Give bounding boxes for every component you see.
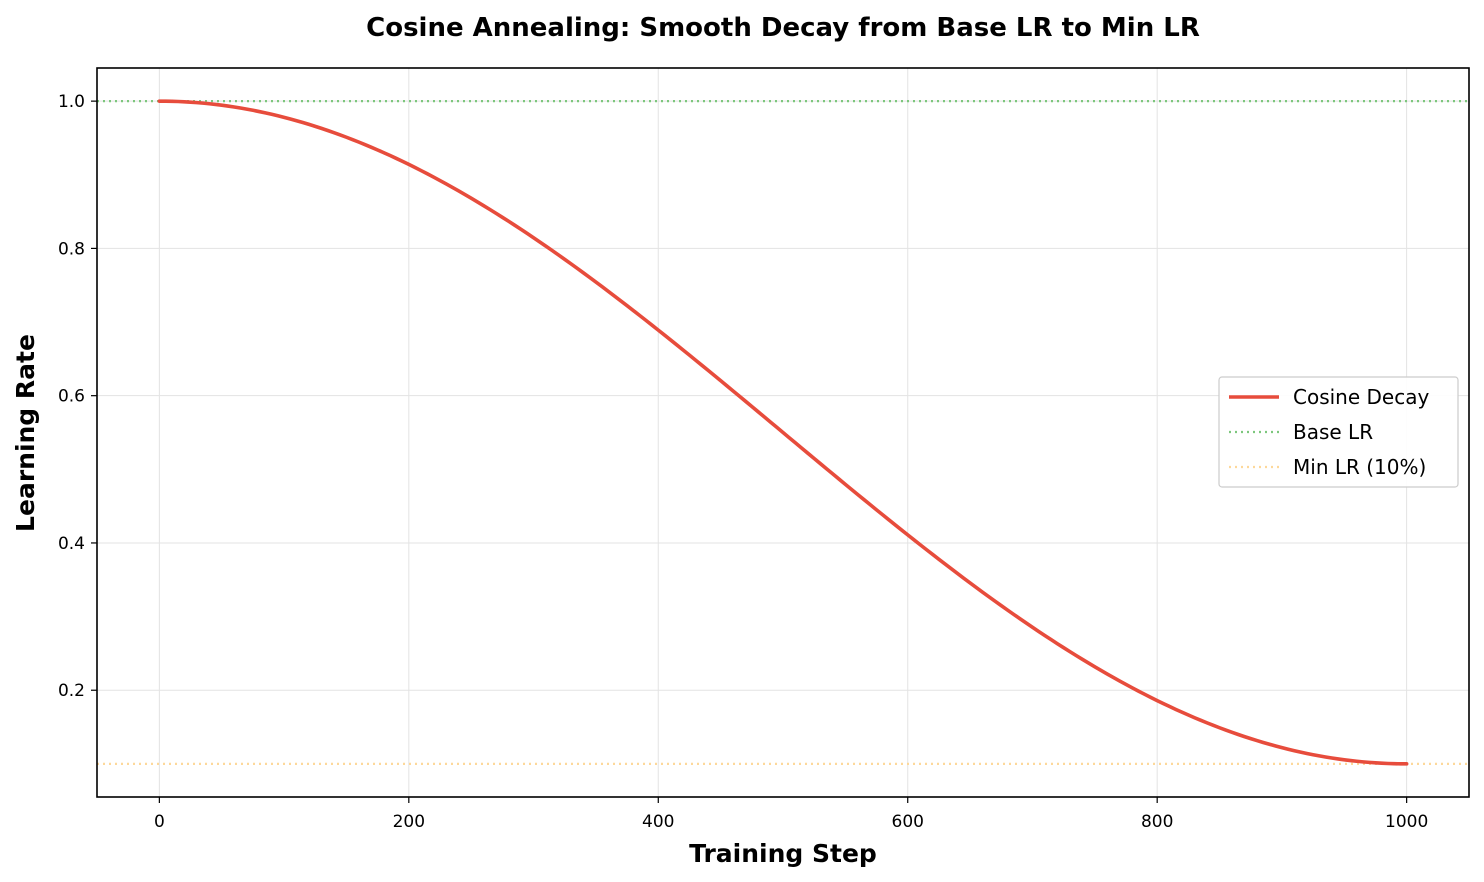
chart-title: Cosine Annealing: Smooth Decay from Base… bbox=[366, 13, 1200, 43]
x-tick-label: 0 bbox=[154, 812, 165, 832]
plot-frame bbox=[96, 67, 1470, 798]
x-tick-label: 200 bbox=[393, 812, 425, 832]
x-axis-ticks: 0 200 400 600 800 1000 bbox=[154, 797, 1428, 832]
legend: Cosine Decay Base LR Min LR (10%) bbox=[1218, 376, 1459, 488]
x-tick-label: 1000 bbox=[1385, 812, 1428, 832]
y-tick-label: 0.2 bbox=[58, 681, 85, 701]
legend-box bbox=[1218, 376, 1459, 488]
legend-label-min-lr-10: Min LR (10%) bbox=[1293, 455, 1426, 479]
series-line-cosine-decay bbox=[157, 99, 1409, 766]
legend-label-cosine-decay: Cosine Decay bbox=[1293, 385, 1429, 409]
y-axis-ticks: 0.2 0.4 0.6 0.8 1.0 bbox=[58, 92, 97, 701]
legend-items: Cosine Decay Base LR Min LR (10%) bbox=[1229, 385, 1429, 479]
x-tick-label: 400 bbox=[642, 812, 674, 832]
legend-label-base-lr: Base LR bbox=[1293, 420, 1373, 444]
x-tick-label: 800 bbox=[1141, 812, 1173, 832]
y-axis-label: Learning Rate bbox=[11, 334, 40, 532]
y-tick-label: 1.0 bbox=[58, 92, 85, 112]
reference-lines bbox=[97, 100, 1469, 765]
series-layer bbox=[157, 99, 1409, 766]
y-tick-label: 0.6 bbox=[58, 387, 85, 407]
y-tick-label: 0.4 bbox=[58, 534, 85, 554]
x-tick-label: 600 bbox=[892, 812, 924, 832]
x-axis-label: Training Step bbox=[689, 839, 877, 868]
y-tick-label: 0.8 bbox=[58, 239, 85, 259]
